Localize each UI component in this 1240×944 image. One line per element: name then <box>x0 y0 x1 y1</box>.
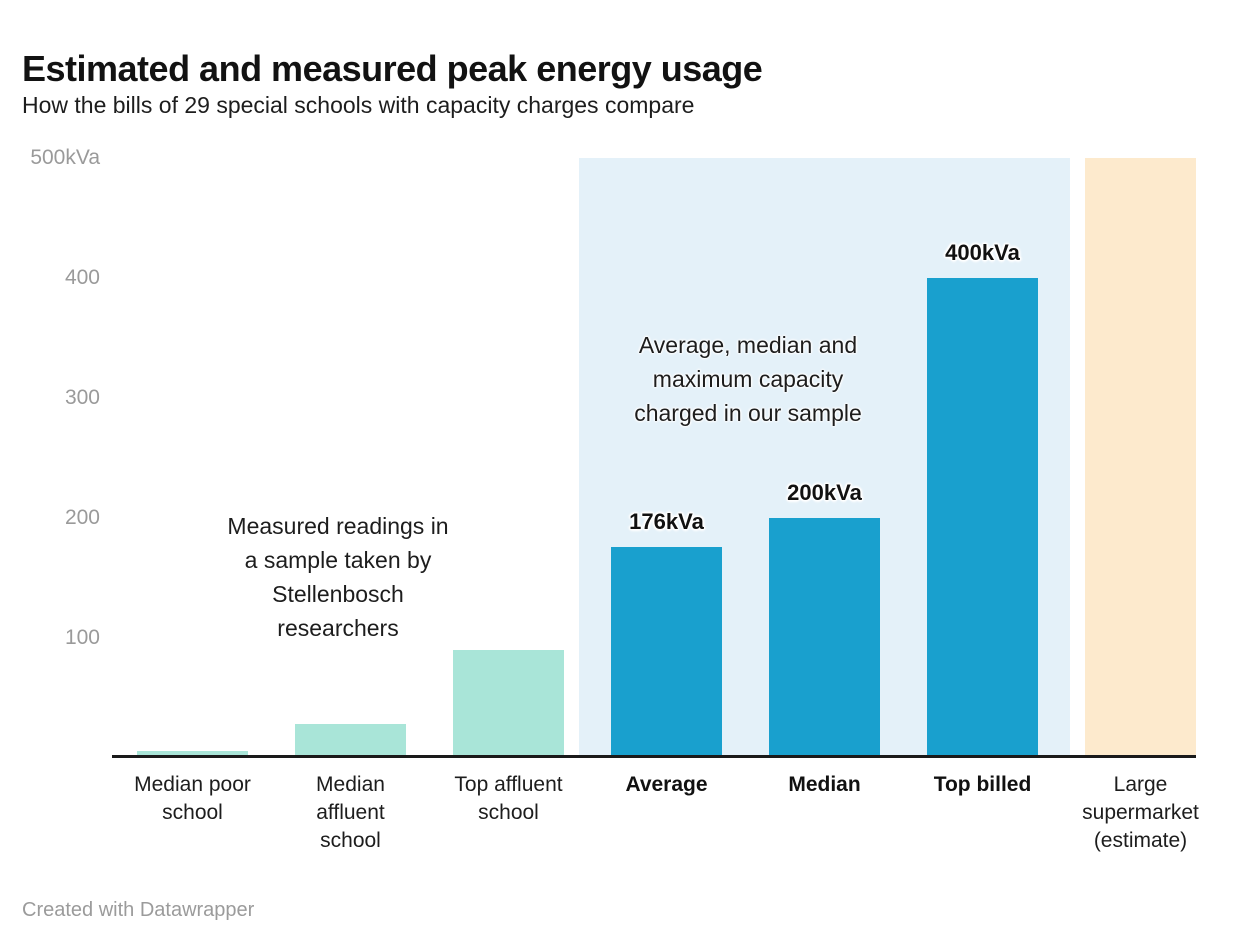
category-label: Median poor school <box>134 773 251 824</box>
bar-value-label: 176kVa <box>629 508 704 534</box>
chart-subtitle: How the bills of 29 special schools with… <box>22 92 695 118</box>
y-axis-tick-label: 100 <box>64 626 100 649</box>
datawrapper-credit: Created with Datawrapper <box>22 899 255 921</box>
category-label: Top affluent school <box>454 773 563 824</box>
chart-annotation: Average, median and maximum capacity cha… <box>634 332 862 426</box>
bar-top-billed <box>927 278 1038 758</box>
bar-top-affluent-school <box>453 650 564 758</box>
chart-annotation: Measured readings in a sample taken by S… <box>227 513 449 641</box>
category-label: Large supermarket (estimate) <box>1082 773 1199 852</box>
category-label: Median <box>788 773 861 796</box>
bar-median-affluent-school <box>295 724 406 758</box>
bar-large-supermarket-(estimate) <box>1085 158 1196 758</box>
bar-median-poor-school <box>137 750 248 758</box>
page-title: Estimated and measured peak energy usage <box>22 48 763 90</box>
bar-value-label: 200kVa <box>787 480 862 505</box>
bar-average <box>611 546 722 758</box>
category-label: Average <box>625 773 708 796</box>
category-label: Median affluent school <box>316 773 385 852</box>
y-axis-tick-label: 400 <box>64 266 100 289</box>
y-axis-tick-label: 500kVa <box>30 146 100 169</box>
category-label: Top billed <box>933 773 1032 796</box>
y-axis-tick-label: 200 <box>64 506 100 529</box>
bar-median <box>769 518 880 758</box>
x-axis-baseline <box>112 755 1196 758</box>
bar-value-label: 400kVa <box>945 240 1020 265</box>
y-axis-tick-label: 300 <box>64 386 100 409</box>
